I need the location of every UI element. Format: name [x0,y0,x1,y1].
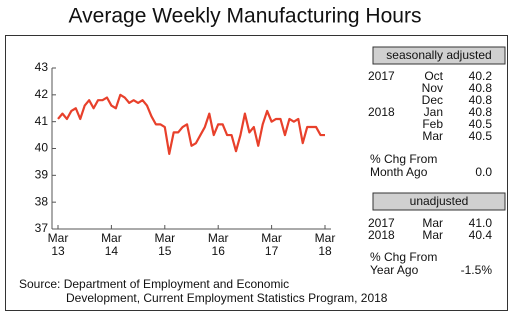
panel-month: Mar [422,129,443,143]
panel-label: Month Ago [370,165,428,179]
x-tick-label: Mar [315,231,336,245]
panel-value: 40.8 [469,93,493,107]
panel-header: seasonally adjusted [386,48,491,62]
panel-month: Jan [424,105,443,119]
panel-year: 2018 [368,228,395,242]
x-tick-label: 13 [51,244,65,258]
chart-title: Average Weekly Manufacturing Hours [69,5,422,28]
y-tick-label: 42 [35,87,49,101]
panel-label: Year Ago [370,263,419,277]
source: Development, Current Employment Statisti… [66,291,388,305]
panel-value: 40.5 [469,117,493,131]
panel-year: 2017 [368,216,395,230]
panel-value: 40.5 [469,129,493,143]
x-tick-label: 16 [212,244,226,258]
panel-value: 41.0 [469,216,493,230]
panel-month: Oct [424,69,443,83]
x-tick-label: Mar [208,231,229,245]
panel-month: Mar [422,216,443,230]
panel-label: % Chg From [370,250,437,264]
panel-value: 40.8 [469,105,493,119]
panel-year: 2018 [368,105,395,119]
x-tick-label: Mar [261,231,282,245]
panel-value: 40.2 [469,69,493,83]
x-tick-label: Mar [154,231,175,245]
header-box [372,46,506,65]
y-tick-label: 39 [35,168,49,182]
panel-month: Feb [422,117,443,131]
y-tick-label: 40 [35,141,49,155]
panel-month: Mar [422,228,443,242]
panel-value: 40.8 [469,81,493,95]
x-tick-label: 18 [318,244,332,258]
panel-header: unadjusted [410,194,469,208]
y-tick-label: 43 [35,60,49,74]
panel-value: 40.4 [469,228,493,242]
x-tick-label: 15 [158,244,172,258]
header-box [372,192,506,211]
line [57,93,325,155]
y-tick-label: 38 [35,194,49,208]
panel-month: Nov [422,81,443,95]
panel-month: Dec [422,93,443,107]
y-tick-label: 37 [35,221,49,235]
x-tick-label: 17 [265,244,279,258]
x-tick-label: Mar [101,231,122,245]
panel-value: 0.0 [475,165,492,179]
panel-value: -1.5% [461,263,493,277]
x-tick-label: Mar [48,231,69,245]
x-tick-label: 14 [105,244,119,258]
y-tick-label: 41 [35,114,49,128]
source: Source: Department of Employment and Eco… [19,277,289,291]
panel-label: % Chg From [370,152,437,166]
frame [5,35,508,311]
panel-year: 2017 [368,69,395,83]
